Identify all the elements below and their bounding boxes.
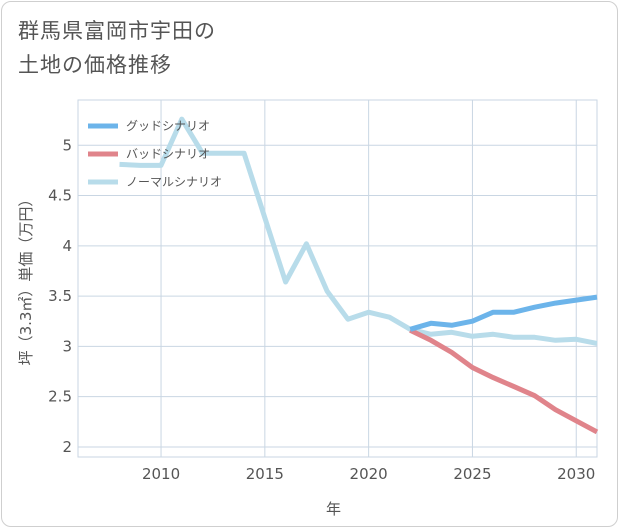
- y-tick-label: 2: [62, 438, 72, 456]
- chart-title-line1: 群馬県富岡市宇田の: [18, 19, 216, 43]
- x-tick-label: 2025: [453, 465, 491, 483]
- legend-label-2: バッドシナリオ: [126, 147, 210, 161]
- y-axis-title: 坪（3.3㎡）単価（万円）: [17, 192, 35, 366]
- series-line-2: [409, 328, 599, 435]
- chart-title-line2: 土地の価格推移: [18, 53, 172, 77]
- legend-label-3: ノーマルシナリオ: [126, 175, 222, 189]
- legend-label-1: グッドシナリオ: [126, 119, 210, 133]
- x-tick-label: 2030: [557, 465, 595, 483]
- series-line-3: [119, 116, 598, 346]
- x-tick-label: 2015: [246, 465, 284, 483]
- x-tick-label: 2010: [142, 465, 180, 483]
- y-tick-label: 4: [62, 237, 72, 255]
- y-tick-label: 3.5: [48, 287, 72, 305]
- x-axis-title: 年: [326, 500, 341, 518]
- series-line-1: [409, 294, 598, 332]
- y-tick-label: 2.5: [48, 388, 72, 406]
- chart-title: 群馬県富岡市宇田の 土地の価格推移: [18, 14, 216, 82]
- y-tick-label: 4.5: [48, 187, 72, 205]
- y-tick-label: 5: [62, 136, 72, 154]
- x-tick-label: 2020: [350, 465, 388, 483]
- y-tick-label: 3: [62, 337, 72, 355]
